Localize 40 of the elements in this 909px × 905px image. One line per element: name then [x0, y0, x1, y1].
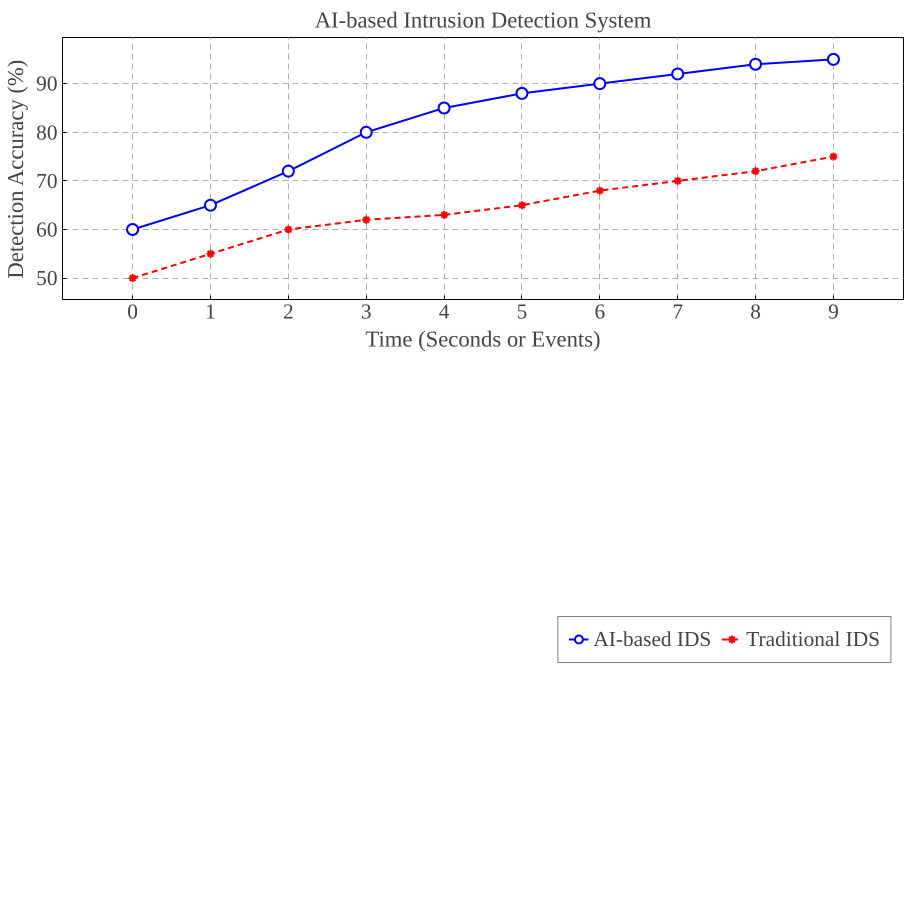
- point: [438, 101, 451, 114]
- point: [205, 248, 216, 259]
- point: [439, 210, 450, 220]
- y-tick-label: 90: [36, 72, 58, 96]
- point: [360, 126, 373, 139]
- point: [672, 176, 683, 186]
- x-tick-label: 4: [438, 300, 450, 324]
- x-tick-label: 7: [672, 300, 684, 324]
- legend-label: Traditional IDS: [746, 626, 880, 652]
- point: [671, 67, 684, 80]
- point: [515, 86, 528, 100]
- x-tick-label: 3: [360, 300, 372, 324]
- point: [204, 198, 217, 212]
- point: [826, 52, 840, 66]
- point: [361, 214, 372, 225]
- point: [828, 152, 838, 162]
- y-tick-label: 50: [36, 266, 58, 290]
- y-tick-label: 70: [36, 168, 58, 193]
- point: [283, 224, 294, 235]
- x-tick-label: 0: [127, 300, 138, 324]
- chart-title: AI-based Intrusion Detection System: [314, 8, 652, 32]
- point: [282, 164, 295, 178]
- x-tick-label: 1: [205, 300, 216, 324]
- x-tick-label: 6: [594, 300, 606, 324]
- point: [750, 166, 761, 176]
- point: [594, 186, 605, 196]
- point: [749, 58, 762, 71]
- point: [593, 77, 606, 90]
- y-axis-title: Detection Accuracy (%): [3, 60, 28, 279]
- point: [516, 200, 527, 210]
- x-axis-title: Time (Seconds or Events): [365, 326, 601, 352]
- y-tick-label: 60: [36, 218, 58, 242]
- legend-label: AI-based IDS: [593, 626, 712, 652]
- x-tick-label: 8: [750, 300, 761, 324]
- x-tick-label: 2: [282, 300, 294, 324]
- y-tick-label: 80: [36, 120, 58, 144]
- x-tick-label: 5: [516, 300, 528, 324]
- x-tick-label: 9: [828, 300, 839, 324]
- point: [126, 223, 140, 236]
- point: [128, 273, 138, 284]
